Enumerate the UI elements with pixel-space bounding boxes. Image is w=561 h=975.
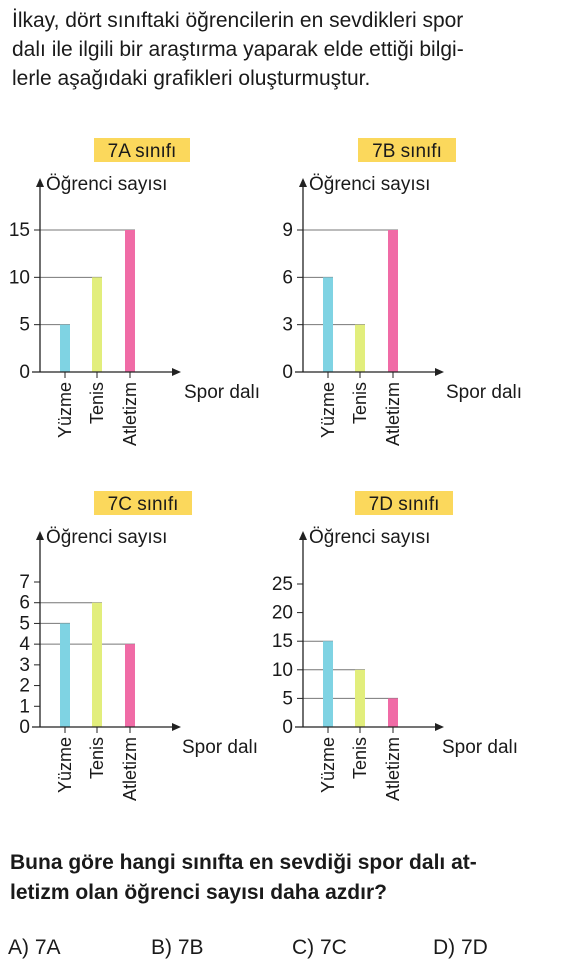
y-tick-label: 0: [282, 362, 293, 383]
bar-tenis: [92, 277, 102, 372]
y-tick-label: 6: [19, 593, 30, 614]
y-tick-label: 6: [282, 267, 293, 288]
y-tick-label: 5: [282, 688, 293, 709]
bar-tenis: [355, 669, 365, 727]
y-tick-label: 4: [19, 634, 30, 655]
answer-options: A) 7A B) 7B C) 7C D) 7D: [8, 936, 553, 968]
y-tick-label: 2: [19, 676, 30, 697]
x-tick-label: Yüzme: [55, 382, 75, 438]
x-axis-arrow: [435, 723, 444, 731]
x-axis-label: Spor dalı: [446, 382, 522, 403]
chart-title-badge: [358, 138, 456, 162]
x-tick-label: Tenis: [87, 737, 107, 779]
y-tick-label: 10: [9, 267, 30, 288]
option-c[interactable]: C) 7C: [292, 936, 347, 959]
chart-title: 7C sınıfı: [108, 494, 179, 515]
y-tick-label: 15: [9, 220, 30, 241]
y-axis-arrow: [299, 178, 307, 187]
y-tick-label: 1: [19, 696, 30, 717]
option-a[interactable]: A) 7A: [8, 936, 61, 959]
bar-yüzme: [323, 641, 333, 727]
y-axis-label: Öğrenci sayısı: [309, 527, 430, 548]
y-tick-label: 3: [19, 655, 30, 676]
x-tick-label: Atletizm: [120, 737, 140, 801]
y-axis-arrow: [299, 531, 307, 540]
y-tick-label: 9: [282, 220, 293, 241]
question-text: Buna göre hangi sınıfta en sevdiği spor …: [10, 848, 555, 908]
y-tick-label: 10: [272, 660, 293, 681]
y-tick-label: 5: [19, 613, 30, 634]
y-tick-label: 25: [272, 574, 293, 595]
y-axis-label: Öğrenci sayısı: [46, 174, 167, 195]
chart-title: 7A sınıfı: [108, 141, 177, 162]
x-axis-label: Spor dalı: [184, 382, 260, 403]
bar-yüzme: [60, 324, 70, 372]
bar-yüzme: [60, 623, 70, 727]
bar-atletizm: [388, 698, 398, 727]
x-tick-label: Tenis: [87, 382, 107, 424]
x-tick-label: Atletizm: [383, 382, 403, 446]
option-d[interactable]: D) 7D: [433, 936, 488, 959]
y-axis-arrow: [36, 531, 44, 540]
y-tick-label: 7: [19, 572, 30, 593]
chart-title: 7B sınıfı: [372, 141, 442, 162]
y-axis-label: Öğrenci sayısı: [46, 527, 167, 548]
option-b[interactable]: B) 7B: [151, 936, 204, 959]
intro-line: İlkay, dört sınıftaki öğrencilerin en se…: [12, 9, 464, 32]
x-tick-label: Atletizm: [120, 382, 140, 446]
chart-2: 7B sınıfı Öğrenci sayısı 0 3 6 9 Yüzme Tenis Atl…: [282, 138, 522, 446]
bar-tenis: [92, 602, 102, 727]
x-axis-arrow: [435, 368, 444, 376]
intro-text: İlkay, dört sınıftaki öğrencilerin en se…: [12, 6, 552, 93]
x-axis-arrow: [172, 723, 181, 731]
x-axis-arrow: [172, 368, 181, 376]
y-tick-label: 15: [272, 631, 293, 652]
chart-title-badge: [94, 491, 192, 515]
intro-line: dalı ile ilgili bir araştırma yaparak el…: [12, 38, 464, 61]
y-axis-label: Öğrenci sayısı: [309, 174, 430, 195]
intro-line: lerle aşağıdaki grafikleri oluşturmuştur…: [12, 67, 371, 90]
bar-atletizm: [388, 230, 398, 372]
question-line: letizm olan öğrenci sayısı daha azdır?: [10, 881, 387, 904]
x-tick-label: Tenis: [350, 382, 370, 424]
x-tick-label: Atletizm: [383, 737, 403, 801]
chart-title: 7D sınıfı: [369, 494, 440, 515]
y-tick-label: 5: [19, 315, 30, 336]
bar-yüzme: [323, 277, 333, 372]
x-axis-label: Spor dalı: [442, 737, 518, 758]
chart-title-badge: [94, 138, 190, 162]
x-tick-label: Tenis: [350, 737, 370, 779]
y-tick-label: 0: [282, 717, 293, 738]
bar-atletizm: [125, 644, 135, 727]
x-tick-label: Yüzme: [55, 737, 75, 793]
chart-4: 7D sınıfı Öğrenci sayısı 0 5 10 15 20 25 Yüzme Te…: [272, 491, 518, 801]
chart-title-badge: [355, 491, 453, 515]
y-tick-label: 0: [19, 717, 30, 738]
y-axis-arrow: [36, 178, 44, 187]
y-tick-label: 0: [19, 362, 30, 383]
question-line: Buna göre hangi sınıfta en sevdiği spor …: [10, 851, 477, 874]
y-tick-label: 3: [282, 315, 293, 336]
chart-1: 7A sınıfı Öğrenci sayısı 0 5 10 15 Yüzme Tenis A…: [9, 138, 260, 446]
x-axis-label: Spor dalı: [182, 737, 258, 758]
x-tick-label: Yüzme: [318, 737, 338, 793]
bar-tenis: [355, 324, 365, 372]
y-tick-label: 20: [272, 603, 293, 624]
bar-atletizm: [125, 230, 135, 372]
x-tick-label: Yüzme: [318, 382, 338, 438]
